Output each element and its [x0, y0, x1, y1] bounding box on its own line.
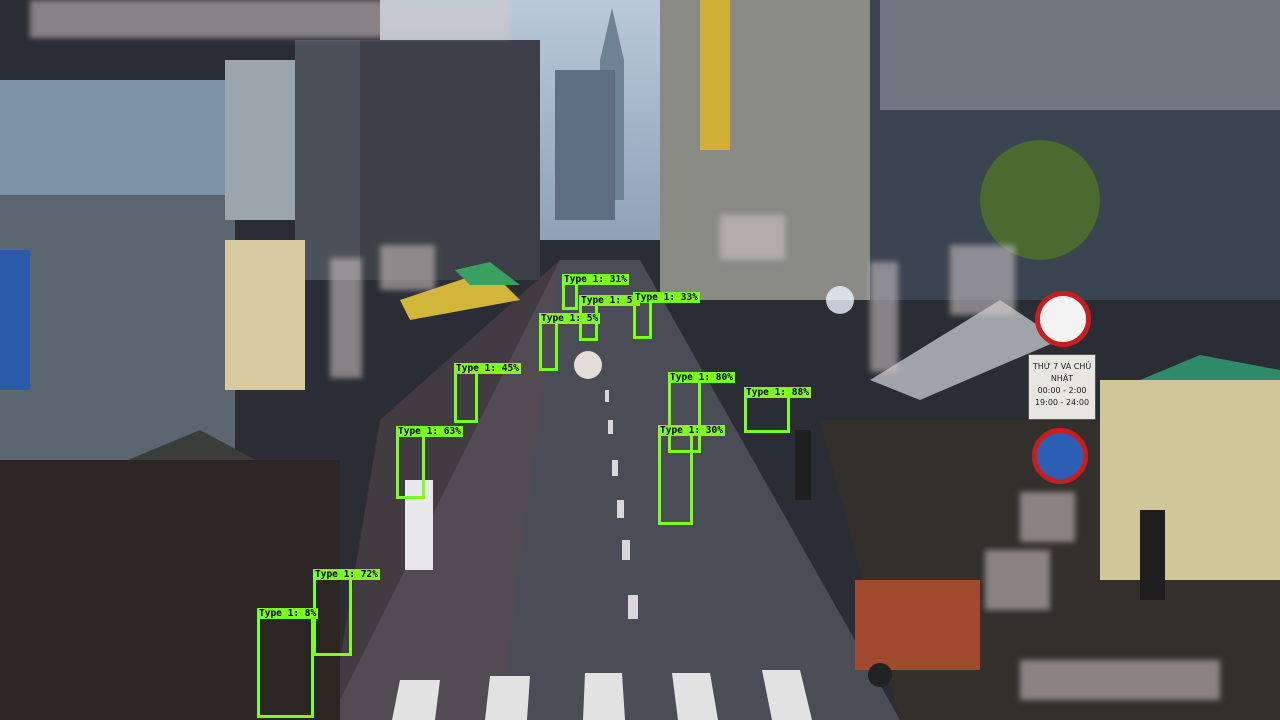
schedule-line: 19:00 - 24:00 — [1034, 398, 1090, 407]
no-car-sign — [1032, 428, 1088, 484]
street-lamp-glow — [826, 286, 854, 314]
balcony — [880, 0, 1280, 110]
distant-building — [555, 70, 615, 220]
detection-label: Type 1: 5% — [579, 295, 641, 306]
detection-box: Type 1: 31% — [562, 274, 629, 310]
detection-label: Type 1: 45% — [454, 363, 521, 374]
schedule-line: THỨ 7 VÀ CHỦ NHẬT — [1032, 362, 1092, 383]
blurred-region — [950, 245, 1015, 315]
left-sidewalk — [0, 460, 340, 720]
road-reflection — [330, 260, 560, 720]
detection-label: Type 1: 63% — [396, 426, 463, 437]
lane-markings — [605, 390, 638, 619]
detection-label: Type 1: 8% — [257, 608, 319, 619]
detection-label: Type 1: 80% — [668, 372, 735, 383]
crosswalk — [392, 670, 812, 720]
schedule-sign: THỨ 7 VÀ CHỦ NHẬT 00:00 - 2:00 19:00 - 2… — [1028, 354, 1096, 420]
green-umbrella — [455, 262, 520, 285]
blurred-region — [985, 550, 1050, 610]
yellow-sign — [700, 0, 730, 150]
detection-box: Type 1: 72% — [313, 569, 380, 656]
left-building-far — [360, 40, 540, 280]
tin-roof — [0, 80, 235, 200]
detection-label: Type 1: 88% — [744, 387, 811, 398]
detection-label: Type 1: 72% — [313, 569, 380, 580]
blurred-region — [380, 245, 435, 290]
left-building-upper — [225, 60, 295, 220]
detection-box: Type 1: 5% — [539, 313, 601, 371]
detection-box: Type 1: 45% — [454, 363, 521, 423]
blurred-region — [1020, 660, 1220, 700]
detection-label: Type 1: 30% — [658, 425, 725, 436]
detection-box: Type 1: 88% — [744, 387, 811, 433]
blurred-region — [720, 215, 785, 260]
tree — [980, 140, 1100, 260]
awning-right — [870, 300, 1060, 400]
right-shop — [1100, 380, 1280, 580]
left-building — [0, 195, 235, 465]
blurred-region — [870, 262, 898, 372]
detection-box: Type 1: 63% — [396, 426, 463, 499]
pedestrian-right — [1140, 510, 1165, 600]
pedestrian — [795, 430, 811, 500]
detection-label: Type 1: 33% — [633, 292, 700, 303]
blurred-region — [330, 258, 362, 378]
blurred-region — [1020, 492, 1075, 542]
lit-storefront — [225, 240, 305, 390]
detection-box: Type 1: 33% — [633, 292, 700, 339]
no-entry-sign — [1035, 291, 1091, 347]
blurred-region — [30, 0, 510, 38]
detection-box: Type 1: 80% — [668, 372, 735, 453]
schedule-line: 00:00 - 2:00 — [1037, 386, 1087, 395]
detection-box: Type 1: 8% — [257, 608, 319, 718]
scooter-white — [405, 480, 433, 570]
detection-label: Type 1: 5% — [539, 313, 601, 324]
cart — [855, 580, 980, 670]
detection-label: Type 1: 31% — [562, 274, 629, 285]
headlight-glow — [574, 351, 602, 379]
detection-box: Type 1: 30% — [658, 425, 725, 525]
blue-banner — [0, 250, 30, 390]
